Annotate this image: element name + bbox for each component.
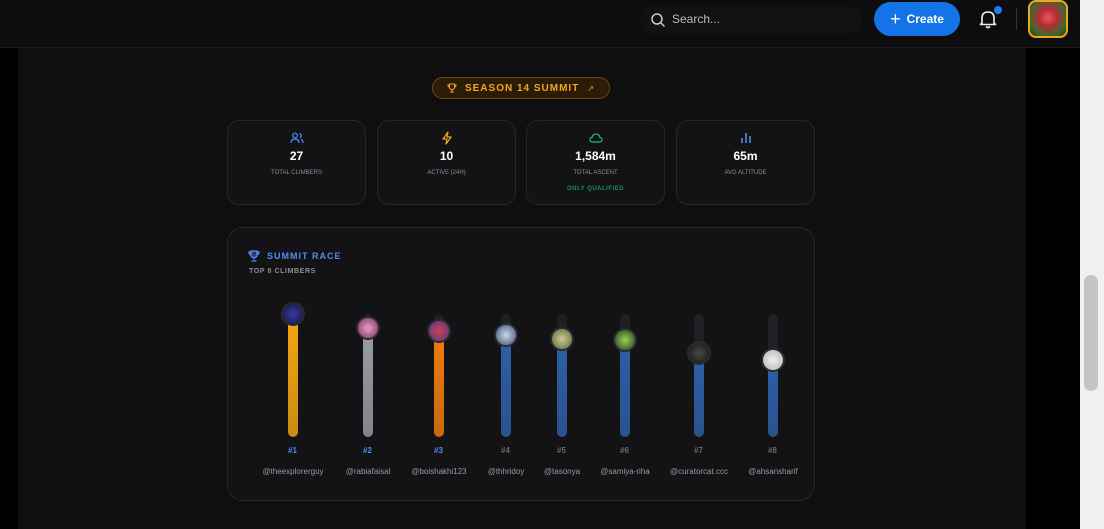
- summit-race-card: SUMMIT RACE TOP 8 CLIMBERS #1 @theexplore…: [227, 227, 815, 501]
- climber-avatar[interactable]: [761, 348, 785, 372]
- climber-rank: #7: [694, 446, 703, 455]
- climber-username[interactable]: @tasonya: [543, 467, 581, 476]
- climber-rank: #4: [501, 446, 510, 455]
- stat-label: ACTIVE (24H): [427, 170, 466, 176]
- divider: [1016, 8, 1017, 30]
- climber-avatar[interactable]: [613, 328, 637, 352]
- stat-value: 27: [289, 149, 304, 163]
- create-label: Create: [906, 12, 944, 26]
- climber-avatar[interactable]: [494, 323, 518, 347]
- notification-dot: [994, 6, 1002, 14]
- climber-rank: #2: [363, 446, 372, 455]
- season-badge[interactable]: SEASON 14 SUMMIT ↗: [432, 77, 610, 99]
- race-bar: [694, 353, 704, 437]
- stat-label: AVG ALTITUDE: [724, 170, 767, 176]
- race-subtitle: TOP 8 CLIMBERS: [249, 268, 316, 275]
- climber-username[interactable]: @curatorcat.ccc: [670, 467, 728, 476]
- stat-total-ascent: 1,584m TOTAL ASCENT ONLY QUALIFIED: [526, 120, 665, 205]
- race-bar: [434, 331, 444, 437]
- climber-rank: #8: [768, 446, 777, 455]
- arrow-up-right-icon: ↗: [587, 83, 596, 93]
- race-bar: [363, 328, 373, 437]
- bar-chart-icon: [741, 133, 751, 143]
- stat-label: TOTAL ASCENT: [573, 170, 618, 176]
- create-button[interactable]: + Create: [874, 2, 960, 36]
- race-bar: [288, 314, 298, 437]
- climber-avatar[interactable]: [427, 319, 451, 343]
- search-input[interactable]: Search...: [640, 6, 862, 34]
- climber-avatar[interactable]: [281, 302, 305, 326]
- climber-avatar[interactable]: [550, 327, 574, 351]
- users-icon: [290, 132, 304, 144]
- trophy-icon: [447, 83, 457, 93]
- stat-avg-altitude: 65m AVG ALTITUDE: [676, 120, 815, 205]
- climber-rank: #5: [557, 446, 566, 455]
- climber-username[interactable]: @theexplorerguy: [262, 467, 324, 476]
- search-icon: [651, 13, 666, 28]
- climber-username[interactable]: @thhridoy: [487, 467, 525, 476]
- trophy-icon: [248, 250, 260, 262]
- stat-total-climbers: 27 TOTAL CLIMBERS: [227, 120, 366, 205]
- search-placeholder: Search...: [672, 12, 721, 26]
- race-bar: [501, 335, 511, 437]
- race-title: SUMMIT RACE: [267, 251, 342, 261]
- stat-value: 65m: [733, 149, 758, 163]
- user-avatar[interactable]: [1028, 0, 1068, 38]
- climber-avatar[interactable]: [687, 341, 711, 365]
- race-bar: [768, 360, 778, 437]
- climber-rank: #1: [288, 446, 297, 455]
- race-bar: [557, 339, 567, 437]
- stat-value: 10: [439, 149, 454, 163]
- stat-active: 10 ACTIVE (24H): [377, 120, 516, 205]
- climber-rank: #6: [620, 446, 629, 455]
- notifications-button[interactable]: [977, 6, 1002, 30]
- season-label: SEASON 14 SUMMIT: [464, 82, 580, 94]
- bolt-icon: [442, 131, 452, 145]
- climber-username[interactable]: @samiya-riha: [600, 467, 650, 476]
- climber-username[interactable]: @rabiafaisal: [345, 467, 391, 476]
- climber-rank: #3: [434, 446, 443, 455]
- stat-value: 1,584m: [575, 149, 616, 163]
- top-bar: Search... + Create: [0, 0, 1080, 48]
- climber-username[interactable]: @boishakhi123: [411, 467, 467, 476]
- stat-label: TOTAL CLIMBERS: [271, 170, 322, 176]
- climber-avatar[interactable]: [356, 316, 380, 340]
- race-bar: [620, 340, 630, 437]
- scrollbar-track[interactable]: [1080, 0, 1104, 529]
- bell-icon: [979, 11, 997, 29]
- scrollbar-thumb[interactable]: [1084, 275, 1098, 391]
- cloud-icon: [589, 133, 603, 143]
- qualified-note: ONLY QUALIFIED: [566, 186, 624, 192]
- climber-username[interactable]: @ahsansharif: [748, 467, 798, 476]
- plus-icon: +: [890, 9, 901, 29]
